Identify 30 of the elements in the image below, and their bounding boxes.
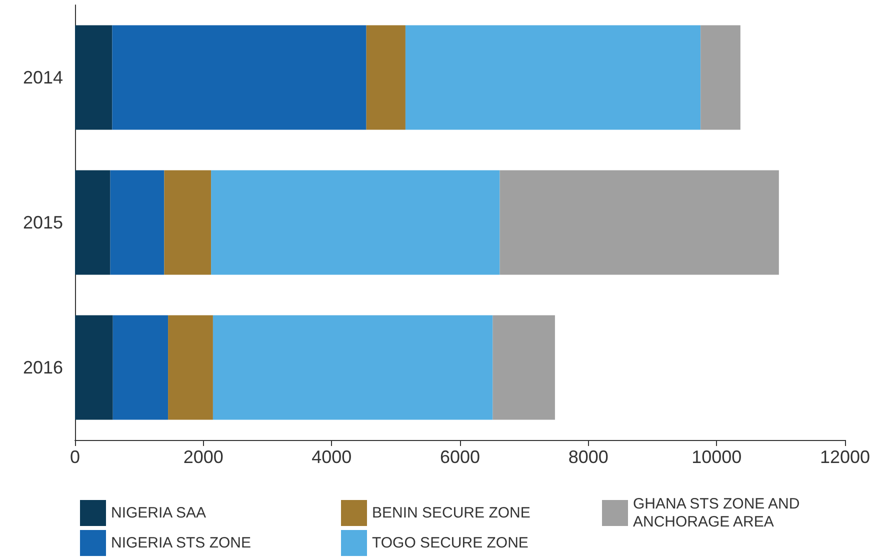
x-tick-label: 8000 [568,447,608,467]
x-tick-label: 2000 [183,447,224,467]
legend-label: TOGO SECURE ZONE [372,534,528,552]
bar [164,170,212,275]
x-tick-label: 10000 [692,447,742,467]
bar [168,315,213,420]
x-tick-label: 4000 [312,447,352,467]
bar [75,315,113,420]
bar [75,25,112,130]
bar [75,170,110,275]
x-tick-label: 0 [70,447,80,467]
bar [112,315,168,420]
bar [366,25,406,130]
bar [112,25,366,130]
y-tick-label: 2015 [22,212,63,232]
y-tick-label: 2014 [22,68,63,88]
legend-label: NIGERIA SAA [111,504,206,522]
y-tick-label: 2016 [22,358,63,378]
x-tick-label: 12000 [820,447,870,467]
bar [500,170,779,275]
bar [492,315,555,420]
bar [211,170,500,275]
x-tick-label: 6000 [440,447,480,467]
bar [212,315,493,420]
legend-label: NIGERIA STS ZONE [111,534,252,552]
bar [110,170,164,275]
bar [700,25,740,130]
legend-label: BENIN SECURE ZONE [372,504,530,522]
legend-label: GHANA STS ZONE AND ANCHORAGE AREA [633,496,804,530]
bar [405,25,701,130]
